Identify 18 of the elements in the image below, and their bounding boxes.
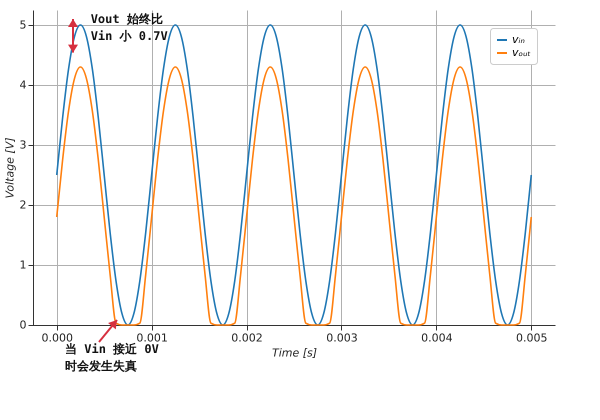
y-tick-label: 4	[20, 78, 26, 92]
x-tick-label: 0.002	[231, 332, 263, 344]
text: 当 Vin 接近 0V 时会发生失真	[65, 342, 159, 375]
x-tick-label: 0.005	[516, 332, 548, 344]
legend-label: vₒᵤₜ	[512, 46, 531, 59]
x-tick-label: 0.000	[41, 332, 73, 344]
y-tick-label: 2	[20, 198, 26, 212]
x-axis-title: Time [s]	[272, 346, 318, 360]
x-tick-label: 0.004	[421, 332, 453, 344]
y-tick-label: 3	[20, 138, 26, 152]
y-tick-label: 5	[20, 18, 26, 32]
y-tick-label: 0	[20, 318, 26, 332]
y-axis-title: Voltage [V]	[4, 137, 16, 199]
x-tick-label: 0.001	[136, 332, 168, 344]
y-tick-label: 1	[20, 258, 26, 272]
legend-label: vᵢₙ	[512, 33, 525, 46]
annotation: Vout 始终比 Vin 小 0.7V	[90, 11, 168, 45]
x-tick-label: 0.003	[326, 332, 358, 344]
